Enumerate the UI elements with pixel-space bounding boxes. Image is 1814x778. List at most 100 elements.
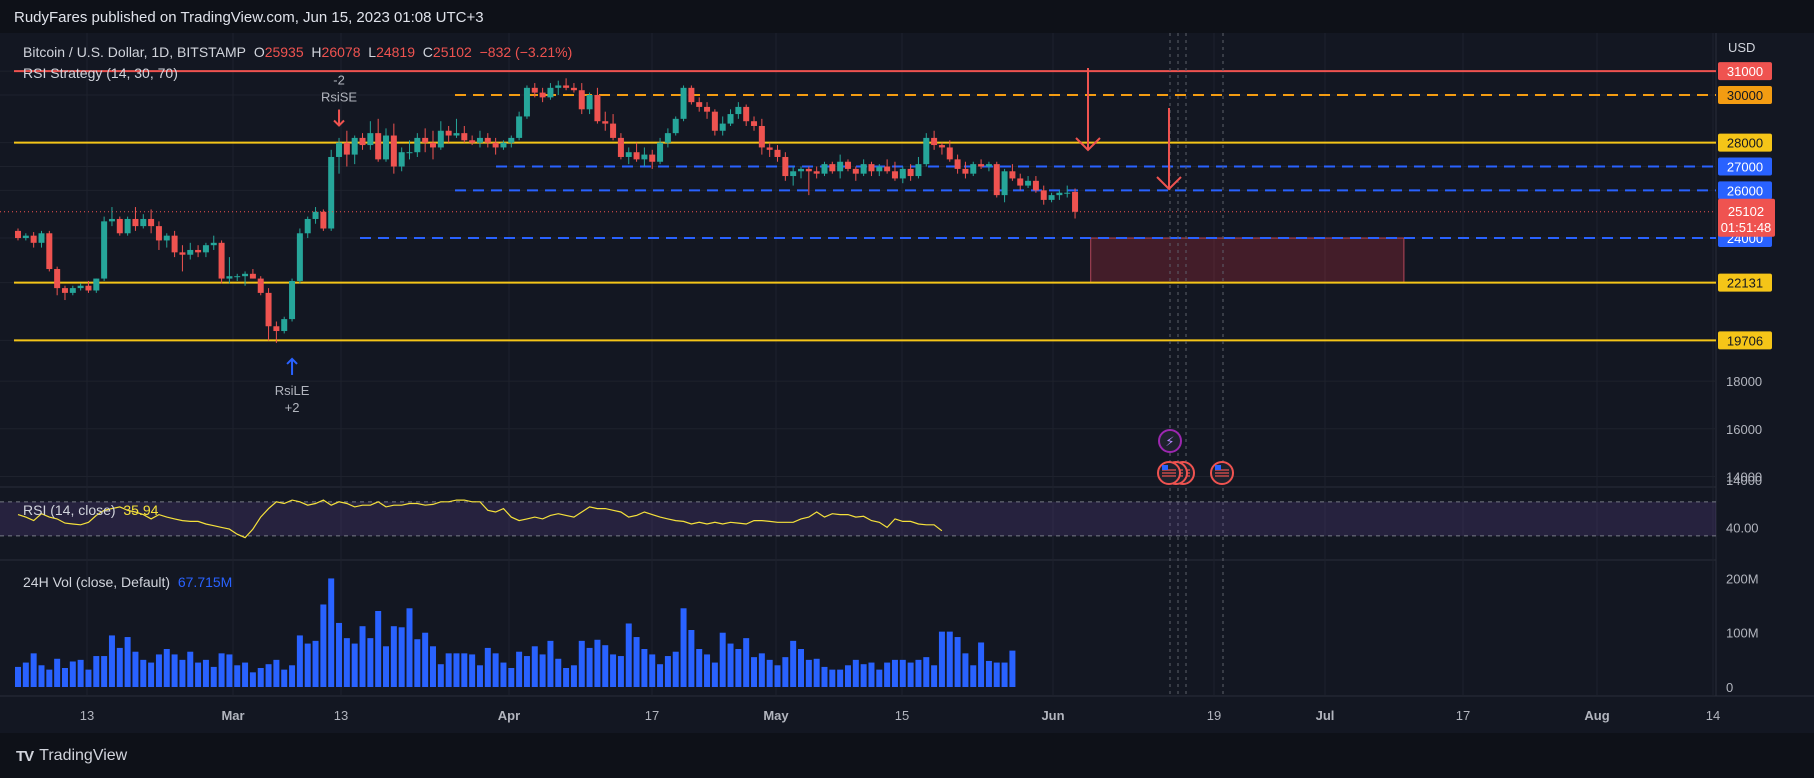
- volume-bar: [719, 632, 726, 687]
- candle-body: [649, 154, 656, 162]
- candle-body: [390, 135, 397, 167]
- volume-bar: [813, 658, 820, 687]
- volume-bar: [343, 638, 350, 687]
- candle-body: [805, 168, 812, 172]
- volume-bar: [171, 654, 178, 687]
- volume-bar: [680, 608, 687, 687]
- chart-area[interactable]: 13 Mar 13 Apr 17 May 15 Jun 19 Jul 17 Aug 14 14000 160…: [0, 33, 1814, 733]
- level-label-bg: [1718, 331, 1772, 350]
- volume-bar: [406, 608, 413, 687]
- candle-body: [453, 133, 460, 136]
- candle-body: [735, 106, 742, 115]
- volume-bar: [148, 662, 155, 687]
- volume-bar: [304, 643, 311, 687]
- candle-body: [1001, 171, 1008, 196]
- volume-bar: [970, 665, 977, 687]
- volume-bar: [445, 653, 452, 687]
- volume-bar: [876, 669, 883, 687]
- signal-label: RsiLE: [275, 383, 310, 398]
- open-value: 25935: [264, 44, 304, 60]
- candle-body: [641, 154, 648, 160]
- candle-body: [954, 159, 961, 169]
- buy-arrow-head: [286, 357, 298, 365]
- volume-bar: [484, 647, 491, 687]
- volume-bar: [625, 623, 632, 687]
- volume-bar: [641, 649, 648, 687]
- close-value: 25102: [432, 44, 472, 60]
- level-label-bg: [1718, 181, 1772, 200]
- candle-body: [915, 164, 922, 177]
- volume-bar: [398, 627, 405, 687]
- candle-body: [563, 85, 570, 88]
- candle-body: [516, 116, 523, 138]
- strategy-legend[interactable]: RSI Strategy (14, 30, 70): [23, 65, 178, 81]
- symbol-legend: Bitcoin / U.S. Dollar, 1D, BITSTAMP O259…: [23, 44, 572, 60]
- candle-body: [790, 171, 797, 177]
- volume-bar: [743, 638, 750, 687]
- candle-body: [101, 221, 108, 279]
- level-label-26000: 26000: [1727, 183, 1763, 198]
- volume-bar: [234, 665, 241, 687]
- volume-bar: [704, 654, 711, 687]
- candle-body: [531, 87, 538, 93]
- volume-legend[interactable]: 24H Vol (close, Default) 67.715M: [23, 574, 232, 590]
- volume-bar: [422, 632, 429, 687]
- time-axis-label: 17: [645, 708, 659, 723]
- time-axis-label: Jun: [1041, 708, 1064, 723]
- candle-body: [124, 218, 131, 234]
- candle-body: [578, 90, 585, 110]
- candle-body: [782, 156, 789, 177]
- candle-body: [359, 137, 366, 146]
- candle-body: [1048, 195, 1055, 200]
- candle-body: [46, 233, 53, 270]
- level-label-bg: [1718, 273, 1772, 292]
- volume-axis-label: 200M: [1726, 571, 1759, 586]
- candle-body: [751, 121, 758, 126]
- level-label-bg: [1718, 62, 1772, 81]
- volume-bar: [257, 668, 264, 687]
- candle-body: [226, 276, 233, 279]
- volume-bar: [140, 659, 147, 687]
- volume-bar: [617, 656, 624, 687]
- time-axis-label: 19: [1207, 708, 1221, 723]
- candle-body: [179, 252, 186, 255]
- annotation-arrow-head: [1075, 137, 1101, 152]
- volume-bar: [782, 657, 789, 687]
- rsi-legend[interactable]: RSI (14, close) 35.94: [23, 502, 158, 518]
- volume-bar: [108, 635, 115, 687]
- volume-bar: [187, 651, 194, 687]
- candle-body: [962, 168, 969, 174]
- candle-body: [868, 164, 875, 172]
- candle-body: [696, 102, 703, 107]
- volume-bar: [163, 649, 170, 687]
- volume-bar: [390, 626, 397, 687]
- volume-bar: [500, 662, 507, 687]
- volume-label: 24H Vol (close, Default): [23, 574, 171, 590]
- price-chart[interactable]: 13 Mar 13 Apr 17 May 15 Jun 19 Jul 17 Aug 14 14000 160…: [0, 33, 1814, 733]
- price-axis-tick: 14000: [1726, 473, 1762, 488]
- candle-body: [970, 164, 977, 174]
- volume-bar: [155, 654, 162, 687]
- candle-body: [336, 142, 343, 157]
- tradingview-logo[interactable]: TV TradingView: [16, 747, 127, 765]
- candle-body: [132, 218, 139, 227]
- volume-bar: [351, 643, 358, 687]
- candle-body: [938, 145, 945, 148]
- candle-body: [633, 152, 640, 160]
- candle-body: [680, 87, 687, 119]
- open-label: O: [253, 44, 265, 60]
- volume-bar: [657, 664, 664, 687]
- time-axis-label: 13: [80, 708, 94, 723]
- low-label: L: [368, 44, 377, 60]
- candle-body: [108, 218, 115, 222]
- volume-bar: [461, 653, 468, 687]
- candle-body: [77, 285, 84, 289]
- candle-body: [249, 273, 256, 279]
- volume-bar: [328, 578, 335, 687]
- low-value: 24819: [376, 44, 415, 60]
- sell-arrow-head: [333, 119, 345, 127]
- candle-body: [555, 85, 562, 88]
- high-label: H: [311, 44, 322, 60]
- candle-body: [155, 226, 162, 241]
- candle-body: [719, 123, 726, 131]
